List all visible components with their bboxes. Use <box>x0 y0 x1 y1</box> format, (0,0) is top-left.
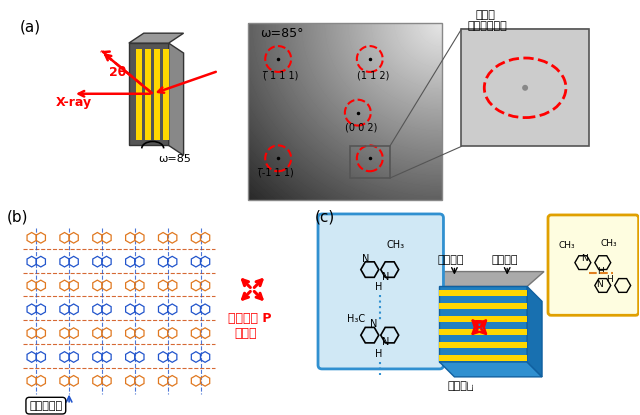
Text: N: N <box>362 254 369 264</box>
Polygon shape <box>440 342 527 348</box>
Text: N: N <box>370 319 377 329</box>
Text: CH₃: CH₃ <box>601 239 618 248</box>
Text: 痎水表面: 痎水表面 <box>492 255 518 265</box>
Polygon shape <box>163 49 169 140</box>
Text: (c): (c) <box>315 210 335 225</box>
Circle shape <box>518 81 532 95</box>
Text: N: N <box>381 271 389 281</box>
Text: H₃C: H₃C <box>347 314 365 324</box>
Text: の方向: の方向 <box>234 327 257 340</box>
Polygon shape <box>440 286 527 362</box>
Text: P: P <box>474 320 485 334</box>
Polygon shape <box>440 355 527 361</box>
Text: 掛引方向: 掛引方向 <box>447 381 474 391</box>
Text: (1 1 2): (1 1 2) <box>357 71 389 81</box>
Text: H: H <box>375 349 382 359</box>
Polygon shape <box>129 43 169 145</box>
Text: (a): (a) <box>19 19 40 34</box>
Text: N: N <box>581 254 588 263</box>
Polygon shape <box>440 329 527 335</box>
Text: H: H <box>596 266 604 276</box>
Polygon shape <box>136 49 142 140</box>
Polygon shape <box>440 303 527 309</box>
Text: 自発分極 P: 自発分極 P <box>228 312 272 325</box>
Bar <box>461 29 589 146</box>
Bar <box>248 23 442 200</box>
Polygon shape <box>154 49 160 140</box>
Text: H: H <box>605 276 612 285</box>
Text: 回折スポット: 回折スポット <box>467 21 507 31</box>
Polygon shape <box>440 362 542 377</box>
Text: CH₃: CH₃ <box>559 241 575 250</box>
FancyBboxPatch shape <box>318 214 444 369</box>
Text: (̅ 1 1 1): (̅ 1 1 1) <box>263 71 299 81</box>
Polygon shape <box>440 316 527 322</box>
Text: N: N <box>381 337 389 347</box>
Text: H: H <box>375 283 382 293</box>
Polygon shape <box>440 290 527 296</box>
Polygon shape <box>129 33 184 43</box>
Text: N: N <box>596 281 602 289</box>
Polygon shape <box>412 271 544 286</box>
Text: X-ray: X-ray <box>56 96 92 109</box>
Text: ω=85: ω=85 <box>159 154 191 164</box>
Text: ω=85°: ω=85° <box>260 27 304 40</box>
Text: (b): (b) <box>6 210 28 225</box>
Polygon shape <box>145 49 151 140</box>
Polygon shape <box>169 43 184 155</box>
Polygon shape <box>527 286 542 377</box>
Text: CH₃: CH₃ <box>387 240 405 250</box>
Text: 親水表面: 親水表面 <box>438 255 464 265</box>
Text: (0 0 2): (0 0 2) <box>345 122 377 132</box>
Text: 単一の: 単一の <box>476 10 495 20</box>
Text: (̅-1 1 1): (̅-1 1 1) <box>259 167 294 177</box>
Text: 2θ: 2θ <box>109 66 126 79</box>
Bar <box>350 146 390 178</box>
Circle shape <box>522 85 528 91</box>
FancyBboxPatch shape <box>548 215 639 315</box>
Text: 水素結合鎖: 水素結合鎖 <box>29 400 62 411</box>
